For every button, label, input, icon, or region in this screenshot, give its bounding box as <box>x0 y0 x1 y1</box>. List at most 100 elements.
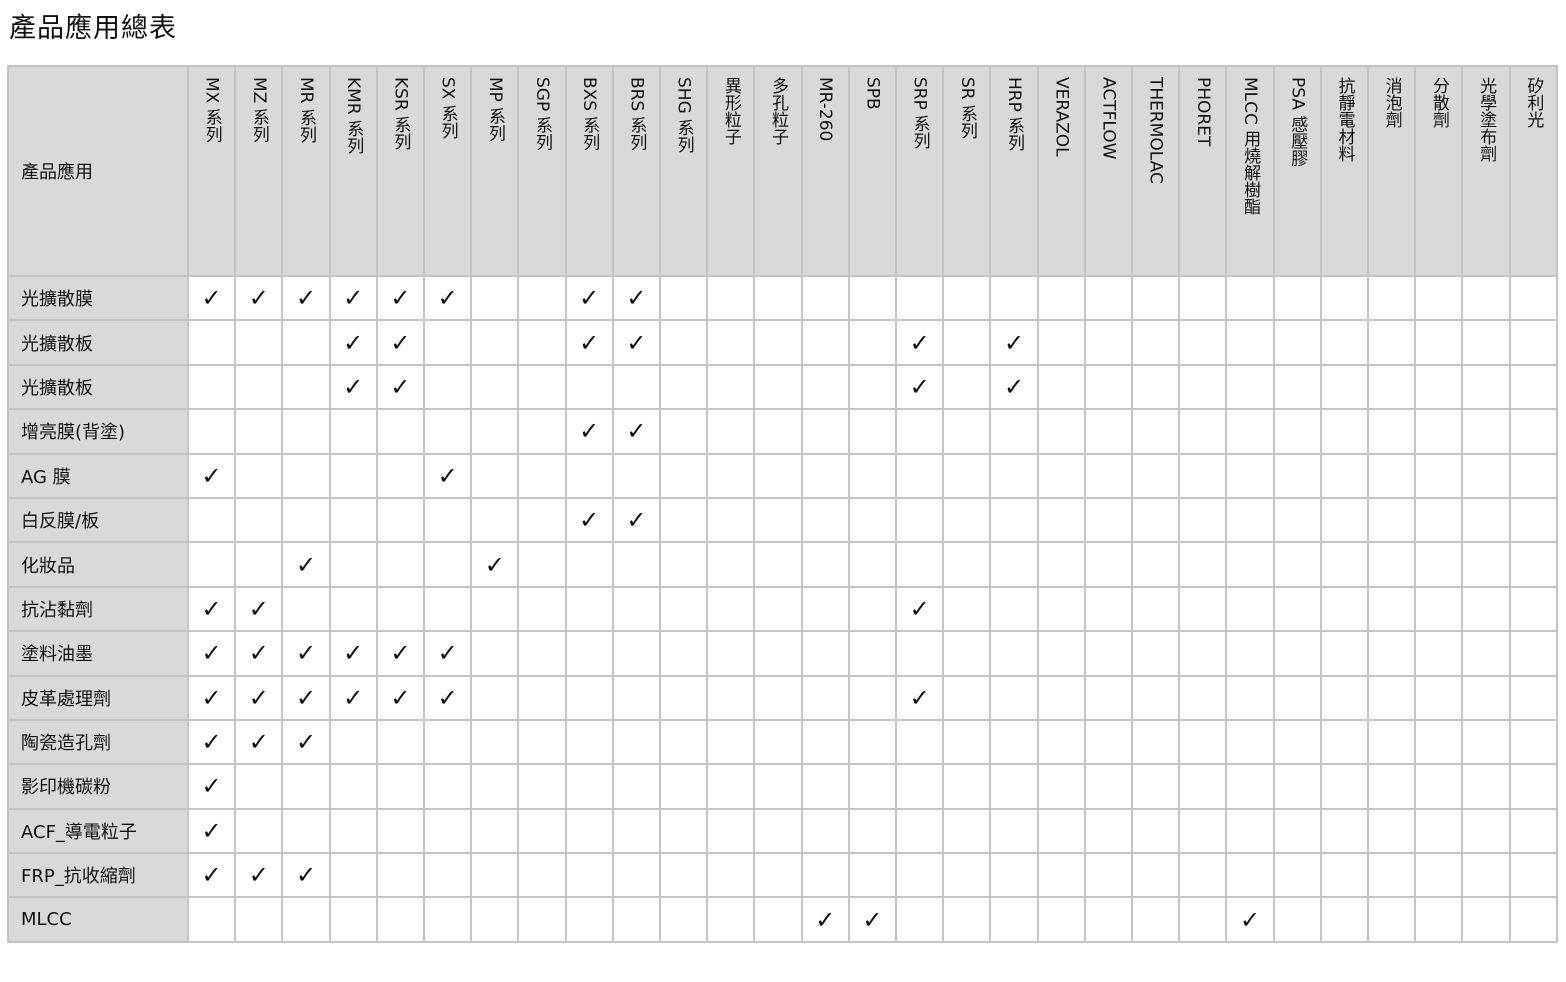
empty-cell <box>234 896 284 943</box>
empty-cell <box>470 630 520 677</box>
empty-cell <box>1036 807 1086 855</box>
empty-cell <box>375 718 426 766</box>
empty-cell <box>1508 585 1559 633</box>
empty-cell <box>1083 896 1134 943</box>
column-header-label: 異形粒子 <box>720 77 741 145</box>
empty-cell <box>753 674 803 721</box>
check-mark-icon: ✓ <box>234 274 284 322</box>
empty-cell <box>1083 852 1134 899</box>
empty-cell <box>895 274 945 322</box>
column-header-label: MR-260 <box>815 77 836 142</box>
empty-cell <box>942 452 992 499</box>
check-mark-icon: ✓ <box>186 807 237 855</box>
empty-cell <box>1461 541 1511 588</box>
empty-cell <box>1083 408 1134 455</box>
empty-cell <box>895 541 945 588</box>
empty-cell <box>1178 585 1228 633</box>
empty-cell <box>706 807 756 855</box>
empty-cell <box>1083 630 1134 677</box>
empty-cell <box>328 496 378 544</box>
check-mark-icon: ✓ <box>186 674 237 721</box>
empty-cell <box>1083 319 1134 366</box>
check-mark-icon: ✓ <box>895 363 945 411</box>
empty-cell <box>1272 852 1322 899</box>
empty-cell <box>989 496 1039 544</box>
empty-cell <box>1319 630 1370 677</box>
empty-cell <box>942 408 992 455</box>
empty-cell <box>753 541 803 588</box>
empty-cell <box>659 763 709 810</box>
empty-cell <box>423 718 473 766</box>
empty-cell <box>1178 630 1228 677</box>
empty-cell <box>1083 496 1134 544</box>
empty-cell <box>1414 363 1464 411</box>
empty-cell <box>706 274 756 322</box>
empty-cell <box>1178 852 1228 899</box>
column-header-label: MZ 系列 <box>248 77 269 143</box>
empty-cell <box>942 896 992 943</box>
empty-cell <box>1036 674 1086 721</box>
empty-cell <box>234 452 284 499</box>
empty-cell <box>1272 630 1322 677</box>
empty-cell <box>1508 674 1559 721</box>
empty-cell <box>847 274 898 322</box>
empty-cell <box>423 363 473 411</box>
empty-cell <box>611 807 662 855</box>
empty-cell <box>1083 585 1134 633</box>
empty-cell <box>517 585 567 633</box>
empty-cell <box>517 674 567 721</box>
check-mark-icon: ✓ <box>281 630 331 677</box>
empty-cell <box>1461 319 1511 366</box>
column-header: 多孔粒子 <box>753 65 803 277</box>
column-header: HRP 系列 <box>989 65 1039 277</box>
empty-cell <box>517 896 567 943</box>
empty-cell <box>1367 718 1417 766</box>
empty-cell <box>1367 630 1417 677</box>
empty-cell <box>1178 718 1228 766</box>
empty-cell <box>800 319 850 366</box>
empty-cell <box>1367 896 1417 943</box>
empty-cell <box>706 585 756 633</box>
column-header: BRS 系列 <box>611 65 662 277</box>
column-header-label: 矽利光 <box>1523 77 1544 128</box>
empty-cell <box>942 718 992 766</box>
empty-cell <box>1178 363 1228 411</box>
empty-cell <box>1319 896 1370 943</box>
empty-cell <box>470 319 520 366</box>
empty-cell <box>564 630 614 677</box>
empty-cell <box>375 408 426 455</box>
check-mark-icon: ✓ <box>989 363 1039 411</box>
column-header: MLCC 用燒解樹酯 <box>1225 65 1275 277</box>
empty-cell <box>423 807 473 855</box>
empty-cell <box>1225 541 1275 588</box>
check-mark-icon: ✓ <box>281 674 331 721</box>
empty-cell <box>1508 541 1559 588</box>
page-title: 產品應用總表 <box>9 13 177 44</box>
column-header: SRP 系列 <box>895 65 945 277</box>
empty-cell <box>1131 363 1181 411</box>
check-mark-icon: ✓ <box>186 630 237 677</box>
empty-cell <box>1508 408 1559 455</box>
empty-cell <box>1131 541 1181 588</box>
empty-cell <box>989 718 1039 766</box>
check-mark-icon: ✓ <box>375 363 426 411</box>
empty-cell <box>1272 718 1322 766</box>
column-header-label: 抗靜電材料 <box>1334 77 1355 162</box>
check-mark-icon: ✓ <box>281 541 331 588</box>
check-mark-icon: ✓ <box>375 674 426 721</box>
empty-cell <box>942 852 992 899</box>
empty-cell <box>847 496 898 544</box>
empty-cell <box>375 852 426 899</box>
table-row: 抗沾黏劑 ✓ ✓ ✓ <box>7 585 1559 633</box>
empty-cell <box>1272 541 1322 588</box>
empty-cell <box>1461 674 1511 721</box>
check-mark-icon: ✓ <box>234 630 284 677</box>
empty-cell <box>470 852 520 899</box>
empty-cell <box>328 852 378 899</box>
empty-cell <box>470 452 520 499</box>
check-mark-icon: ✓ <box>328 274 378 322</box>
check-mark-icon: ✓ <box>564 408 614 455</box>
empty-cell <box>989 452 1039 499</box>
empty-cell <box>234 541 284 588</box>
empty-cell <box>1131 452 1181 499</box>
